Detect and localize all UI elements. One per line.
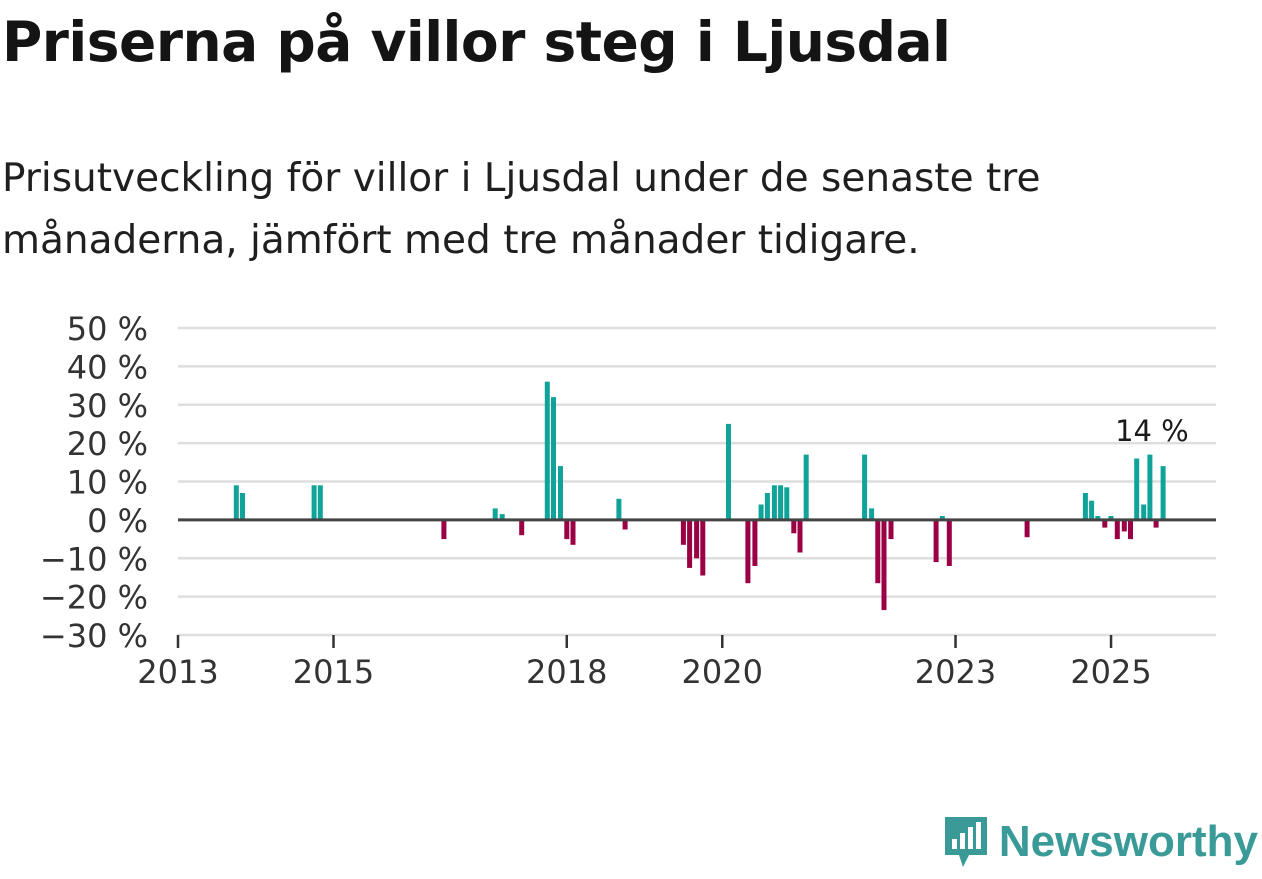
bar: [622, 519, 628, 530]
bar: [519, 519, 525, 536]
bar: [946, 519, 952, 566]
bar: [680, 519, 686, 545]
bar: [791, 519, 797, 534]
bar: [1141, 504, 1147, 520]
x-tick-label: 2025: [1070, 653, 1151, 691]
bar: [1102, 519, 1108, 528]
bar: [558, 466, 563, 520]
bar: [616, 498, 622, 520]
bar: [1024, 519, 1030, 538]
y-tick-label: 30 %: [67, 387, 148, 425]
bar: [1128, 519, 1133, 540]
x-tick-label: 2023: [915, 653, 996, 691]
bar: [1114, 519, 1120, 540]
bar: [700, 519, 706, 576]
y-tick-label: 40 %: [67, 348, 148, 386]
bar: [1089, 500, 1095, 520]
bar: [745, 519, 751, 584]
grid-lines: [178, 326, 1216, 637]
bar: [881, 519, 887, 611]
bar: [758, 504, 764, 520]
bar: [875, 519, 881, 584]
bar: [784, 487, 790, 520]
bar: [317, 485, 323, 520]
y-tick-label: −20 %: [40, 579, 148, 617]
y-tick-label: −10 %: [40, 540, 148, 578]
bar: [726, 423, 731, 520]
bar: [803, 454, 809, 520]
bar: [499, 514, 505, 520]
bar-series: [233, 381, 1166, 611]
bar: [1121, 519, 1127, 532]
annotation-label: 14 %: [1115, 414, 1189, 448]
bar: [233, 485, 239, 520]
bar: [771, 485, 777, 520]
y-tick-label: 50 %: [67, 310, 148, 348]
y-tick-label: −30 %: [40, 617, 148, 655]
bar: [933, 519, 939, 563]
y-tick-label: 10 %: [67, 464, 148, 502]
x-tick-label: 2013: [137, 653, 218, 691]
bar: [564, 519, 570, 540]
bar: [311, 485, 317, 520]
bar: [869, 508, 875, 520]
bar: [694, 519, 700, 559]
bar: [1108, 516, 1114, 520]
bar: [1153, 519, 1159, 528]
newsworthy-logo: Newsworthy: [941, 813, 1258, 871]
y-tick-label: 0 %: [87, 502, 148, 540]
bar: [240, 493, 245, 520]
bar: [492, 508, 498, 520]
chart-subtitle: Prisutveckling för villor i Ljusdal unde…: [2, 156, 1041, 263]
bar-chart: 50 %40 %30 %20 %10 %0 %−10 %−20 %−30 %20…: [40, 310, 1216, 691]
y-tick-label: 20 %: [67, 425, 148, 463]
x-tick-label: 2015: [293, 653, 374, 691]
bar: [1082, 493, 1088, 520]
chart-title: Priserna på villor steg i Ljusdal: [2, 10, 951, 74]
logo-wordmark: Newsworthy: [998, 817, 1258, 866]
x-tick-label: 2018: [526, 653, 607, 691]
bar: [687, 519, 693, 568]
bar: [1160, 466, 1166, 520]
axes: [176, 518, 1216, 648]
bar: [570, 519, 576, 545]
x-tick-label: 2020: [682, 653, 763, 691]
tick-labels: 50 %40 %30 %20 %10 %0 %−10 %−20 %−30 %20…: [40, 310, 1189, 691]
bar: [752, 519, 758, 566]
bar: [862, 454, 868, 520]
bar: [544, 381, 550, 520]
bar: [1147, 454, 1153, 520]
bar: [888, 519, 894, 540]
bar: [778, 485, 784, 520]
bar: [1095, 516, 1101, 520]
bar: [441, 519, 447, 540]
bar: [939, 516, 945, 520]
bar: [551, 397, 556, 520]
newsworthy-chart-bubble-icon: [944, 817, 987, 867]
bar: [797, 519, 803, 553]
bar: [764, 493, 770, 520]
bar: [1134, 458, 1140, 520]
